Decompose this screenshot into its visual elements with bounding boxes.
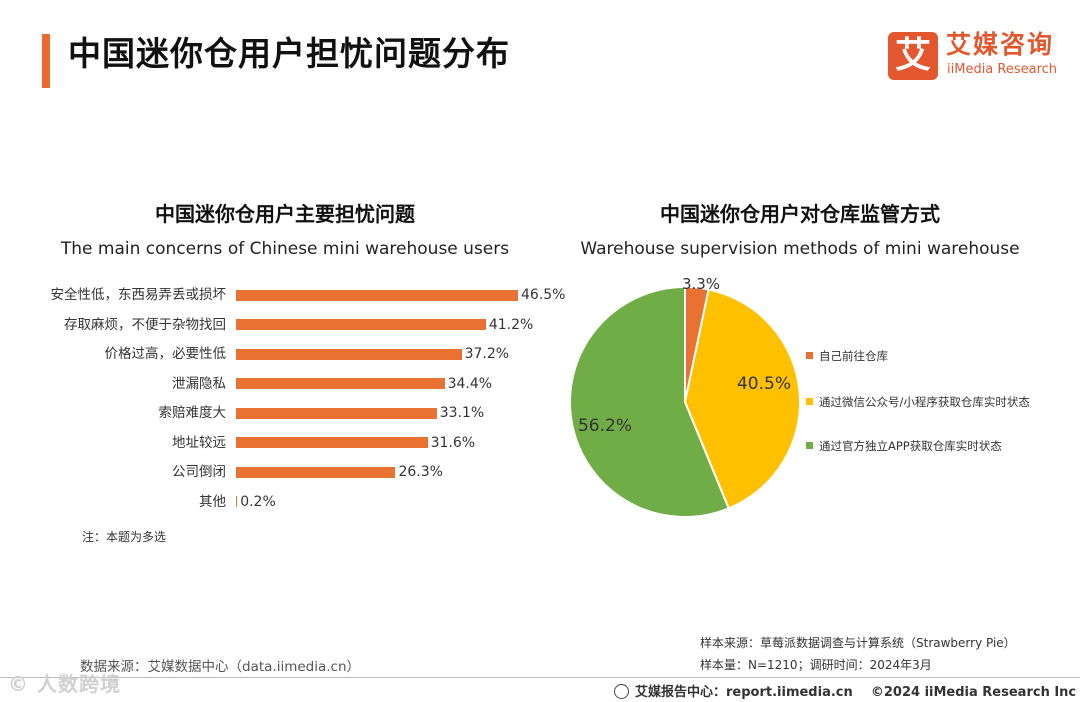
legend-label: 自己前往仓库 — [819, 349, 888, 363]
bar-value-label: 33.1% — [439, 405, 485, 421]
bar-category-label: 泄漏隐私 — [172, 375, 226, 392]
title-accent-bar — [42, 34, 50, 88]
legend-label: 通过官方独立APP获取仓库实时状态 — [819, 439, 1002, 453]
bar-chart-title: 中国迷你仓用户主要担忧问题 — [155, 202, 415, 226]
legend-item: 通过官方独立APP获取仓库实时状态 — [806, 438, 1002, 454]
globe-icon — [614, 684, 629, 699]
bar-category-label: 价格过高，必要性低 — [104, 346, 227, 362]
logo-name-cn: 艾媒咨询 — [946, 30, 1055, 59]
logo-mark: 艾 — [888, 32, 938, 80]
bar-value-label: 34.4% — [447, 375, 493, 392]
bar — [236, 319, 486, 330]
bar-category-label: 其他 — [199, 493, 226, 510]
legend-swatch — [806, 442, 813, 449]
watermark: © 人数跨境 — [8, 672, 121, 696]
page-title: 中国迷你仓用户担忧问题分布 — [68, 34, 510, 73]
pie-chart-subtitle: Warehouse supervision methods of mini wa… — [580, 239, 1020, 259]
bar — [236, 289, 518, 301]
legend-swatch — [806, 352, 813, 359]
bar-value-label: 31.6% — [430, 434, 476, 451]
bar-category-label: 索赔难度大 — [158, 405, 227, 421]
data-source: 数据来源：艾媒数据中心（data.iimedia.cn） — [80, 659, 361, 675]
bar-category-label: 公司倒闭 — [172, 464, 226, 480]
bar-category-label: 地址较远 — [172, 434, 226, 451]
bar-value-label: 41.2% — [488, 316, 534, 333]
legend-item: 自己前往仓库 — [806, 348, 888, 364]
bar-value-label: 46.5% — [521, 287, 566, 303]
pie-slice-label: 56.2% — [578, 416, 632, 436]
bar — [236, 496, 238, 507]
copyright: ©2024 iiMedia Research Inc — [870, 685, 1077, 700]
bar-value-label: 26.3% — [398, 464, 443, 480]
bar — [236, 407, 437, 419]
pie-chart-title: 中国迷你仓用户对仓库监管方式 — [660, 202, 940, 226]
pie-slice-label: 3.3% — [682, 275, 720, 293]
pie-slice — [683, 288, 801, 510]
bar-category-label: 安全性低，东西易弄丢或损坏 — [50, 287, 227, 303]
pie-slice — [569, 285, 730, 518]
sample-size: 样本量：N=1210；调研时间：2024年3月 — [700, 658, 932, 672]
footer-divider — [0, 677, 1080, 678]
bar — [236, 378, 445, 389]
bar — [236, 437, 428, 448]
iimedia-logo: 艾 艾媒咨询 iiMedia Research — [888, 30, 1063, 82]
pie-slice-label: 40.5% — [737, 374, 791, 394]
bar — [236, 466, 396, 478]
bar-category-label: 存取麻烦，不便于杂物找回 — [64, 316, 226, 333]
logo-name-en: iiMedia Research — [947, 62, 1058, 77]
sample-source: 样本来源：草莓派数据调查与计算系统（Strawberry Pie） — [700, 636, 1016, 650]
bar-chart-subtitle: The main concerns of Chinese mini wareho… — [60, 239, 510, 259]
bar-value-label: 37.2% — [464, 346, 510, 362]
bar-value-label: 0.2% — [240, 493, 276, 510]
footer-info: 艾媒报告中心：report.iimedia.cn ©2024 iiMedia R… — [614, 681, 1076, 700]
legend-label: 通过微信公众号/小程序获取仓库实时状态 — [819, 395, 1030, 409]
pie-slice — [684, 285, 710, 403]
legend-item: 通过微信公众号/小程序获取仓库实时状态 — [806, 394, 1030, 410]
legend-swatch — [806, 398, 813, 405]
chart-note: 注：本题为多选 — [82, 530, 167, 544]
report-center-link[interactable]: 艾媒报告中心：report.iimedia.cn — [635, 685, 853, 700]
bar — [236, 348, 462, 360]
